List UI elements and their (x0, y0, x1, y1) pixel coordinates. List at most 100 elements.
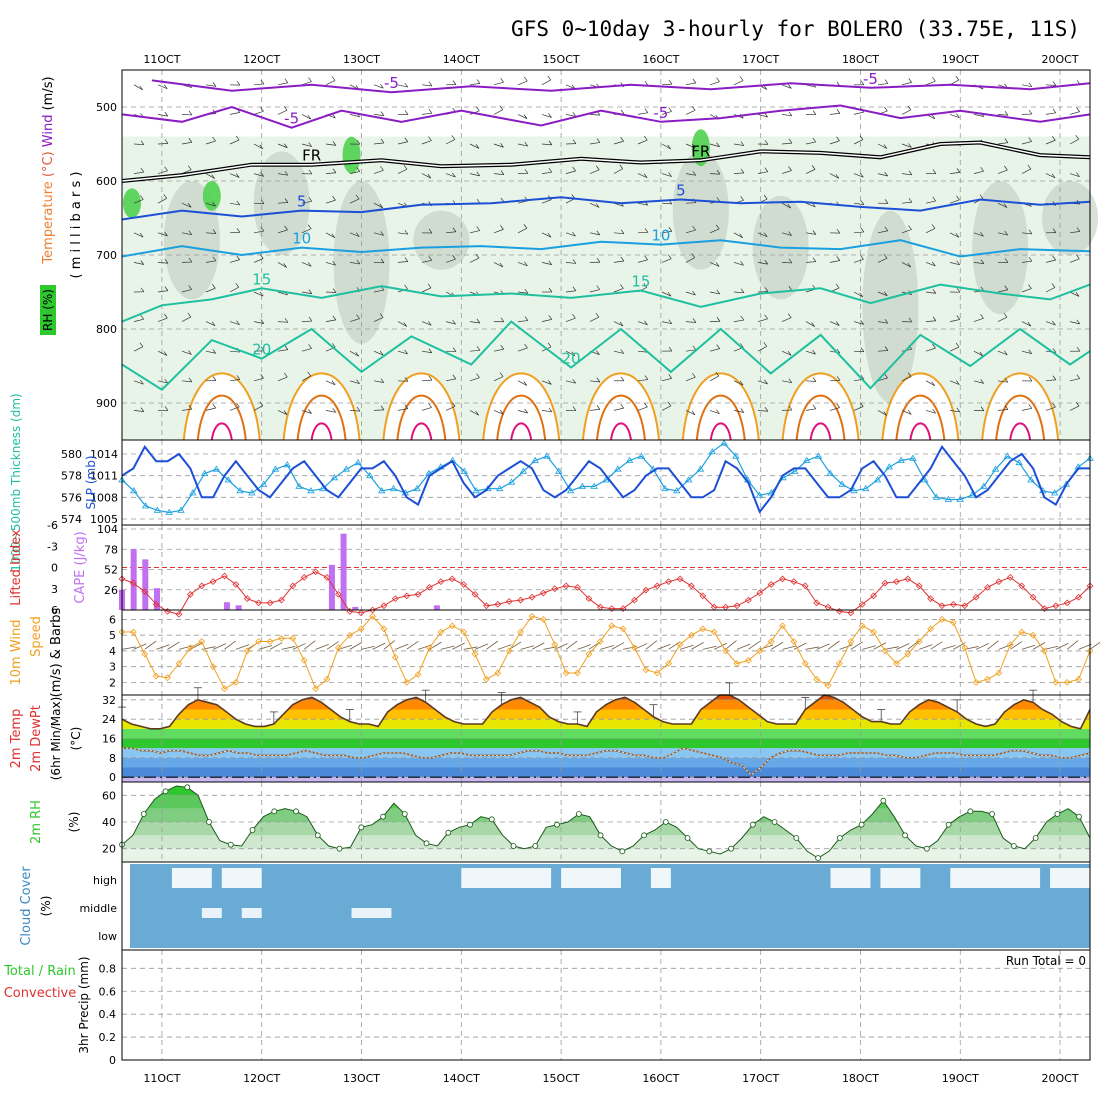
warm-contour-30 (396, 394, 447, 441)
wind-barb-flag (236, 228, 241, 233)
wind-speed-point (323, 675, 331, 683)
wind-barb-flag (644, 81, 649, 86)
wind-barb (421, 259, 432, 263)
lifted-index-point (813, 599, 821, 607)
surface-wind-barb (554, 643, 568, 650)
wind-barb-flag (260, 346, 265, 352)
wind-barb-flag (692, 318, 697, 323)
surface-wind-barb (406, 640, 419, 650)
wind-barb-flag (428, 256, 433, 261)
rh-high-region (342, 136, 361, 174)
wind-barb (733, 80, 744, 86)
wind-barb (157, 317, 168, 322)
wind-barb-flag (739, 380, 744, 386)
thickness-point (814, 452, 823, 459)
wind-barb (1021, 168, 1031, 174)
wind-speed-point (676, 641, 684, 649)
cloud-high-gap (880, 868, 921, 888)
wind-barb-flag (787, 203, 792, 209)
wind-barb-flag (980, 232, 984, 237)
wind-barb (973, 350, 983, 357)
wind-barb-flag (235, 282, 240, 288)
x-tick-label-bottom: 20OCT (1042, 1072, 1079, 1085)
wind-barb (1021, 232, 1032, 235)
wind-barb (949, 410, 960, 413)
wind-barb-flag (764, 259, 769, 265)
wind-barb (397, 261, 408, 263)
lifted-index-point (141, 588, 149, 595)
rh-point (641, 832, 647, 839)
wind-barb-flag (691, 106, 696, 111)
x-tick-label-bottom: 14OCT (443, 1072, 480, 1085)
wind-barb (517, 227, 528, 234)
warm-contour-25 (182, 372, 261, 441)
cloud-axis-label: Cloud Cover (19, 866, 34, 946)
wind-barb (181, 316, 191, 322)
thickness-point (271, 465, 280, 472)
wind-barb-flag (164, 259, 169, 264)
wind-barb (901, 229, 912, 234)
wind-barb-flag (955, 380, 960, 385)
surface-wind-barb (702, 645, 717, 650)
wind-barb (157, 170, 168, 174)
warm-contour-30 (496, 394, 547, 441)
wind-barb-flag (1075, 134, 1080, 140)
wind-barb-flag (187, 312, 192, 318)
lifted-index-point (312, 568, 319, 576)
wind-barb-flag (1076, 172, 1080, 177)
wind-barb (541, 380, 552, 385)
wind-barb-flag (331, 380, 336, 386)
wind-barb (397, 141, 408, 145)
surface-wind-barb (1021, 644, 1036, 650)
wind-barb (853, 321, 864, 325)
lifted-index-point (1006, 574, 1014, 581)
lifted-index-point (323, 574, 331, 581)
wind-barb-flag (332, 260, 336, 266)
lifted-index-point (699, 592, 707, 600)
wind-barb-flag (260, 374, 264, 379)
thickness-point (200, 469, 209, 476)
wind-speed-point (631, 644, 638, 652)
surface-wind-barb (1055, 642, 1069, 650)
wind-barb (997, 142, 1008, 145)
thickness-point (248, 489, 256, 496)
wind-barb (949, 380, 960, 385)
wind-barb (877, 410, 887, 416)
wind-barb (733, 143, 744, 146)
wind-barb (181, 232, 192, 236)
wind-speed-point (152, 672, 160, 680)
wind-barb-flag (1028, 284, 1032, 289)
wind-barb-flag (884, 79, 889, 84)
wind-barb-flag (188, 377, 193, 383)
cloud-mid-gap (351, 908, 392, 918)
wind-barb (445, 139, 456, 145)
surface-wind-barb (258, 645, 273, 650)
wind-barb (373, 170, 384, 174)
wind-barb (1045, 259, 1056, 263)
surface-wind-barb (497, 644, 512, 650)
wind-barb-flag (740, 168, 745, 174)
rh-point (706, 848, 713, 855)
wind-barb-flag (308, 289, 313, 294)
cloud-high-gap (950, 868, 1041, 888)
x-tick-label-bottom: 17OCT (742, 1072, 779, 1085)
wind-barb (637, 139, 648, 145)
wind-barb-flag (476, 106, 480, 112)
thickness-point (614, 465, 622, 472)
wind-barb-flag (979, 351, 984, 357)
wind-barb (949, 172, 960, 174)
wind-barb (277, 202, 289, 204)
wind-barb-flag (763, 194, 768, 200)
wind-barb (853, 406, 864, 411)
wind-barb-flag (164, 313, 168, 319)
wind-speed-point (539, 616, 547, 623)
lifted-index-point (995, 578, 1003, 586)
wind-barb-flag (931, 224, 936, 229)
surface-wind-barb (919, 644, 933, 650)
wind-barb (349, 171, 360, 174)
thickness-point (791, 467, 799, 474)
wind-barb (253, 230, 264, 234)
wind-barb (637, 406, 648, 411)
wind-barb-flag (212, 201, 216, 207)
